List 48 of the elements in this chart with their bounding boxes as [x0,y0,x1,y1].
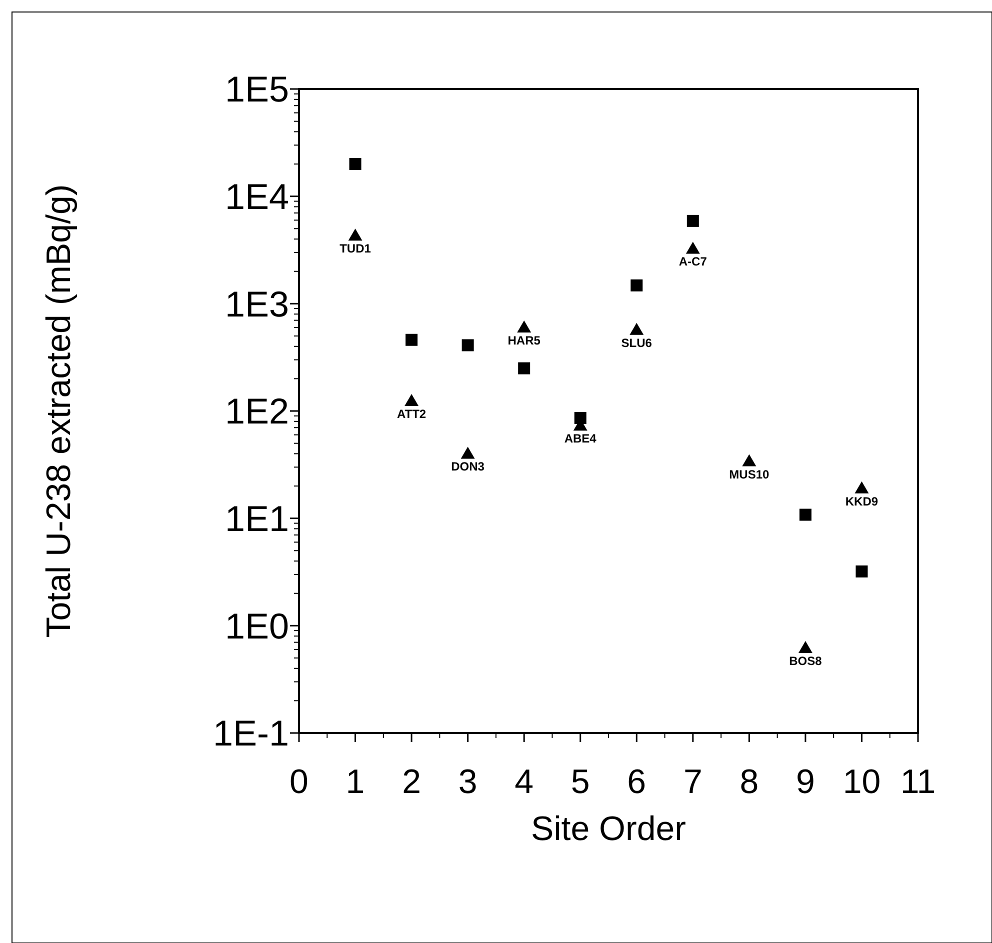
point [518,362,530,374]
annotation: SLU6 [621,336,652,350]
x-tick-label: 5 [570,763,590,801]
y-tick-label: 1E-1 [212,712,289,754]
point [460,446,475,459]
y-axis-title: Total U-238 extracted (mBq/g) [40,184,78,638]
x-tick-label: 4 [514,763,534,801]
annotation: A-C7 [678,254,708,269]
point [404,394,419,406]
x-tick-label: 3 [458,763,478,801]
y-tick-label: 1E2 [224,390,289,432]
y-tick-label: 1E0 [224,605,289,646]
point [854,481,869,494]
x-tick-label: 2 [402,763,422,801]
point [517,320,532,332]
point [349,158,362,170]
x-tick-label: 1 [346,763,365,801]
x-tick-label: 9 [796,763,815,801]
point [799,508,812,521]
annotation: BOS8 [789,654,822,668]
annotation: HAR5 [508,333,541,348]
point [630,279,643,292]
x-tick-label: 11 [900,763,936,801]
point [856,565,868,578]
point [686,242,700,254]
y-tick-label: 1E4 [224,176,289,217]
x-tick-label: 8 [740,763,759,801]
point [406,334,418,346]
point [686,214,699,227]
annotation: TUD1 [340,242,372,256]
point [742,454,756,466]
y-tick-label: 1E5 [224,68,289,110]
annotation: ABE4 [564,432,597,446]
x-tick-label: 10 [842,763,881,801]
annotation: MUS10 [729,467,770,482]
x-tick-label: 6 [627,763,646,801]
annotation: KKD9 [845,494,878,508]
annotation: ATT2 [396,406,426,421]
x-axis-title: Site Order [531,810,686,848]
point [462,339,474,352]
x-tick-label: 7 [683,763,702,801]
point [348,228,362,241]
y-tick-label: 1E1 [224,498,289,539]
annotation: DON3 [451,460,485,474]
point [798,640,812,653]
y-tick-label: 1E3 [224,283,289,324]
point [630,322,644,335]
x-tick-label: 0 [290,763,308,801]
